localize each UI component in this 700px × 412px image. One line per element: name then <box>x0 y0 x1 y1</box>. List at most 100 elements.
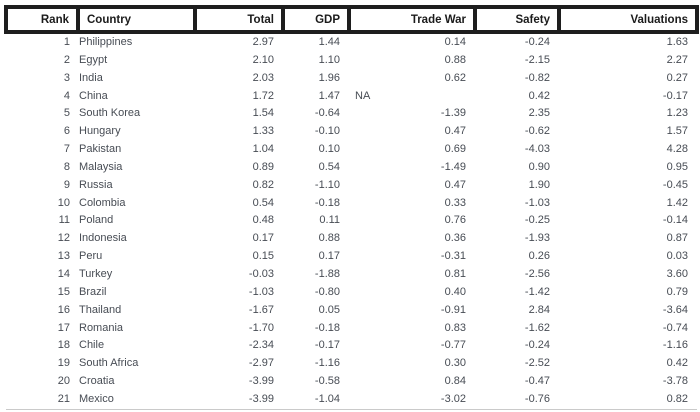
cell-trade_war: -0.31 <box>440 250 466 263</box>
cell-valuations: 0.42 <box>666 357 688 370</box>
cell-total: -1.70 <box>248 321 274 334</box>
cell-country: Colombia <box>79 196 126 209</box>
cell-trade_war: NA <box>355 89 371 102</box>
cell-valuations: 0.27 <box>666 71 688 84</box>
cell-trade_war: 0.40 <box>444 285 466 298</box>
cell-gdp: -0.18 <box>314 196 340 209</box>
cell-country: Mexico <box>78 390 195 410</box>
table-row: 10 Colombia 0.54 -0.18 0.33 -1.03 1.42 <box>6 195 697 213</box>
table-row: 2 Egypt 2.10 1.10 0.88 -2.15 2.27 <box>6 52 697 70</box>
cell-valuations: -0.14 <box>662 214 688 227</box>
cell-valuations: 0.79 <box>666 285 688 298</box>
cell-rank: 8 <box>63 160 70 173</box>
cell-valuations: 0.82 <box>559 390 697 410</box>
cell-valuations: 1.42 <box>666 196 688 209</box>
cell-safety: -0.82 <box>524 71 550 84</box>
cell-trade_war: -1.49 <box>440 160 466 173</box>
cell-trade_war: 0.88 <box>444 53 466 66</box>
table-row: 14 Turkey -0.03 -1.88 0.81 -2.56 3.60 <box>6 266 697 284</box>
cell-rank: 12 <box>57 232 70 245</box>
cell-safety: -0.24 <box>524 339 550 352</box>
column-header-trade_war: Trade War <box>347 5 477 34</box>
cell-gdp: 1.44 <box>318 36 340 48</box>
cell-safety: -2.52 <box>524 357 550 370</box>
cell-valuations: 0.95 <box>666 160 688 173</box>
cell-gdp: -1.88 <box>314 267 340 280</box>
cell-rank: 18 <box>57 339 70 352</box>
cell-country: Turkey <box>79 267 113 280</box>
table-row: 21 Mexico -3.99 -1.04 -3.02 -0.76 0.82 <box>6 390 697 410</box>
cell-total: -1.67 <box>248 303 274 316</box>
table-row: 1 Philippines 2.97 1.44 0.14 -0.24 1.63 <box>6 32 697 52</box>
cell-gdp: -1.04 <box>283 390 349 410</box>
table-row: 15 Brazil -1.03 -0.80 0.40 -1.42 0.79 <box>6 284 697 302</box>
cell-rank: 9 <box>63 178 70 191</box>
cell-rank: 20 <box>57 375 70 388</box>
cell-safety: -1.03 <box>524 196 550 209</box>
cell-valuations: 1.57 <box>666 125 688 138</box>
cell-valuations: -1.16 <box>662 339 688 352</box>
cell-country: Poland <box>79 214 114 227</box>
cell-country: India <box>79 71 103 84</box>
cell-gdp: 0.88 <box>318 232 340 245</box>
table-row: 5 South Korea 1.54 -0.64 -1.39 2.35 1.23 <box>6 105 697 123</box>
cell-safety: 0.42 <box>528 89 550 102</box>
cell-trade_war: 0.83 <box>444 321 466 334</box>
cell-total: -2.34 <box>248 339 274 352</box>
table-row: 9 Russia 0.82 -1.10 0.47 1.90 -0.45 <box>6 177 697 195</box>
cell-safety: -1.93 <box>524 232 550 245</box>
cell-trade_war: -3.02 <box>349 390 475 410</box>
column-header-safety: Safety <box>473 5 561 34</box>
table-row: 16 Thailand -1.67 0.05 -0.91 2.84 -3.64 <box>6 302 697 320</box>
cell-valuations: 3.60 <box>666 267 688 280</box>
cell-trade_war: -0.91 <box>440 303 466 316</box>
cell-valuations: 1.23 <box>666 107 688 120</box>
cell-trade_war: 0.69 <box>444 143 466 156</box>
cell-total: 1.72 <box>252 89 274 102</box>
cell-rank: 2 <box>63 53 70 66</box>
cell-trade_war: 0.81 <box>444 267 466 280</box>
cell-valuations: -0.74 <box>662 321 688 334</box>
cell-rank: 15 <box>57 285 70 298</box>
cell-gdp: -0.64 <box>314 107 340 120</box>
table-row: 3 India 2.03 1.96 0.62 -0.82 0.27 <box>6 70 697 88</box>
cell-safety: -2.56 <box>524 267 550 280</box>
cell-total: 1.04 <box>252 143 274 156</box>
table-row: 4 China 1.72 1.47 NA 0.42 -0.17 <box>6 88 697 106</box>
cell-trade_war: 0.36 <box>444 232 466 245</box>
cell-total: 1.54 <box>252 107 274 120</box>
cell-rank: 10 <box>57 196 70 209</box>
table-row: 12 Indonesia 0.17 0.88 0.36 -1.93 0.87 <box>6 230 697 248</box>
cell-safety: -1.42 <box>524 285 550 298</box>
cell-rank: 11 <box>58 214 70 227</box>
cell-rank: 1 <box>63 36 70 48</box>
cell-gdp: 0.10 <box>318 143 340 156</box>
cell-country: Chile <box>79 339 105 352</box>
cell-country: Thailand <box>79 303 122 316</box>
column-header-valuations: Valuations <box>557 5 699 34</box>
cell-rank: 21 <box>6 390 78 410</box>
cell-total: -2.97 <box>248 357 274 370</box>
cell-country: South Africa <box>79 357 139 370</box>
cell-gdp: -1.10 <box>314 178 340 191</box>
cell-total: 0.48 <box>252 214 274 227</box>
cell-country: Peru <box>79 250 103 263</box>
table-row: 7 Pakistan 1.04 0.10 0.69 -4.03 4.28 <box>6 141 697 159</box>
cell-safety: -4.03 <box>524 143 550 156</box>
cell-trade_war: 0.76 <box>444 214 466 227</box>
table-row: 11 Poland 0.48 0.11 0.76 -0.25 -0.14 <box>6 212 697 230</box>
table-row: 20 Croatia -3.99 -0.58 0.84 -0.47 -3.78 <box>6 373 697 391</box>
cell-safety: 2.84 <box>528 303 550 316</box>
cell-trade_war: 0.33 <box>444 196 466 209</box>
cell-trade_war: 0.47 <box>444 178 466 191</box>
cell-gdp: -0.18 <box>314 321 340 334</box>
cell-safety: 1.90 <box>528 178 550 191</box>
cell-country: Egypt <box>79 53 108 66</box>
table-row: 13 Peru 0.15 0.17 -0.31 0.26 0.03 <box>6 248 697 266</box>
cell-gdp: 0.17 <box>318 250 340 263</box>
cell-rank: 4 <box>63 89 70 102</box>
cell-rank: 13 <box>57 250 70 263</box>
cell-country: Brazil <box>79 285 107 298</box>
cell-trade_war: 0.14 <box>444 36 466 48</box>
